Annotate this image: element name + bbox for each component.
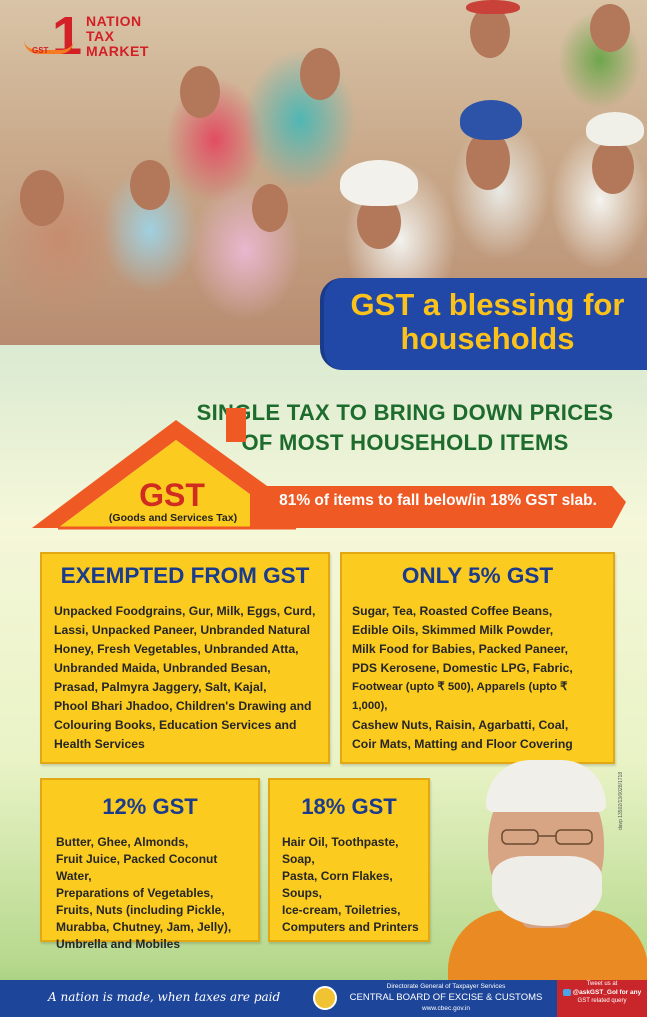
blessing-banner: GST a blessing for households: [320, 278, 647, 370]
headline: SINGLE TAX TO BRING DOWN PRICES OF MOST …: [170, 398, 640, 458]
twelve-percent-line: Butter, Ghee, Almonds,: [56, 835, 189, 849]
nation-tax-market-logo: 1 GST NATION TAX MARKET: [24, 6, 174, 66]
tweet-purpose: GST related query: [577, 998, 627, 1004]
twelve-percent-line: Preparations of Vegetables,: [56, 886, 214, 900]
exempted-box: EXEMPTED FROM GST Unpacked Foodgrains, G…: [40, 552, 330, 764]
person-face: [466, 130, 510, 190]
exempted-line: Colouring Books, Education Services and: [54, 718, 297, 732]
exempted-line: Health Services: [54, 737, 145, 751]
logo-line-nation: NATION: [86, 13, 142, 29]
dept-website-link[interactable]: www.cbec.gov.in: [422, 1005, 470, 1012]
house-roof-graphic: [32, 408, 626, 530]
eighteen-percent-title: 18% GST: [301, 794, 397, 819]
portrait-beard: [492, 856, 602, 926]
eighteen-percent-box: 18% GST Hair Oil, Toothpaste, Soap, Past…: [268, 778, 430, 942]
slab-statement: 81% of items to fall below/in 18% GST sl…: [279, 492, 597, 509]
headline-line-2: OF MOST HOUSEHOLD ITEMS: [241, 430, 569, 455]
white-cap: [586, 112, 644, 146]
footer-tagline: A nation is made, when taxes are paid: [48, 990, 281, 1004]
five-percent-line: Coir Mats, Matting and Floor Covering: [352, 737, 573, 751]
person-face: [180, 66, 220, 118]
five-percent-title: ONLY 5% GST: [401, 563, 554, 588]
logo-numeral: 1: [52, 6, 83, 66]
cbec-emblem-icon: [313, 986, 337, 1010]
headline-line-1: SINGLE TAX TO BRING DOWN PRICES: [196, 400, 614, 425]
chimney: [226, 408, 246, 442]
tweet-intro: Tweet us at: [586, 981, 618, 987]
five-percent-line: Sugar, Tea, Roasted Coffee Beans,: [352, 604, 553, 618]
white-turban: [340, 160, 418, 206]
banner-line-2: households: [400, 321, 575, 356]
exempted-line: Unbranded Maida, Unbranded Besan,: [54, 661, 271, 675]
eighteen-percent-line: Computers and Printers: [282, 920, 419, 934]
twelve-percent-items: Butter, Ghee, Almonds, Fruit Juice, Pack…: [56, 834, 248, 953]
red-turban: [466, 0, 520, 14]
exempted-items: Unpacked Foodgrains, Gur, Milk, Eggs, Cu…: [54, 602, 316, 754]
exempted-line: Unpacked Foodgrains, Gur, Milk, Eggs, Cu…: [54, 604, 316, 618]
twelve-percent-box: 12% GST Butter, Ghee, Almonds, Fruit Jui…: [40, 778, 260, 951]
eighteen-percent-line: Pasta, Corn Flakes, Soups,: [282, 869, 393, 900]
dept-name: CENTRAL BOARD OF EXCISE & CUSTOMS: [349, 992, 543, 1003]
logo-line-market: MARKET: [86, 43, 149, 59]
blessing-banner-text: GST a blessing for households: [324, 288, 647, 356]
five-percent-line: PDS Kerosene, Domestic LPG, Fabric,: [352, 661, 573, 675]
five-percent-line: Footwear (upto ₹ 500), Apparels (upto ₹ …: [352, 681, 568, 712]
eighteen-percent-line: Ice-cream, Toiletries,: [282, 903, 401, 917]
portrait-hair: [486, 760, 606, 812]
tweet-handle-text: @askGST_GoI for any: [572, 989, 642, 996]
person-face: [590, 4, 630, 52]
person-face: [300, 48, 340, 100]
five-percent-box: ONLY 5% GST Sugar, Tea, Roasted Coffee B…: [340, 552, 615, 764]
roof-gable: [58, 440, 296, 528]
house-gst-label: GST: [139, 477, 205, 513]
logo-gst-label: GST: [32, 46, 49, 55]
twelve-percent-line: Fruit Juice, Packed Coconut Water,: [56, 852, 218, 883]
exempted-line: Phool Bhari Jhadoo, Children's Drawing a…: [54, 699, 312, 713]
tweet-handle-link[interactable]: @askGST_GoI for any: [557, 988, 647, 997]
roof-strip: [250, 486, 626, 528]
exempted-title: EXEMPTED FROM GST: [60, 563, 310, 588]
five-percent-line: Milk Food for Babies, Packed Paneer,: [352, 642, 569, 656]
blue-turban: [460, 100, 522, 140]
tweet-box: Tweet us at @askGST_GoI for any GST rela…: [557, 980, 647, 1017]
exempted-line: Prasad, Palmyra Jaggery, Salt, Kajal,: [54, 680, 267, 694]
twelve-percent-title: 12% GST: [102, 794, 198, 819]
leader-portrait: [440, 760, 647, 980]
five-percent-line: Edible Oils, Skimmed Milk Powder,: [352, 623, 554, 637]
logo-line-tax: TAX: [86, 28, 115, 44]
banner-line-1: GST a blessing for: [350, 287, 625, 322]
exempted-line: Honey, Fresh Vegetables, Unbranded Atta,: [54, 642, 299, 656]
eighteen-percent-line: Hair Oil, Toothpaste, Soap,: [282, 835, 399, 866]
footer-department: Directorate General of Taxpayer Services…: [340, 982, 552, 1013]
person-face: [252, 184, 288, 232]
twelve-percent-line: Murabba, Chutney, Jam, Jelly),: [56, 920, 232, 934]
person-face: [470, 6, 510, 58]
twelve-percent-line: Umbrella and Mobiles: [56, 937, 181, 951]
person-face: [130, 160, 170, 210]
person-face: [20, 170, 64, 226]
exempted-line: Lassi, Unpacked Paneer, Unbranded Natura…: [54, 623, 311, 637]
logo-wordmark: NATION TAX MARKET: [86, 14, 149, 59]
twitter-icon: [562, 988, 571, 996]
person-face: [592, 140, 634, 194]
five-percent-items: Sugar, Tea, Roasted Coffee Beans, Edible…: [352, 602, 603, 754]
eighteen-percent-items: Hair Oil, Toothpaste, Soap, Pasta, Corn …: [282, 834, 420, 936]
house-gst-full-name: (Goods and Services Tax): [108, 512, 238, 524]
five-percent-line: Cashew Nuts, Raisin, Agarbatti, Coal,: [352, 718, 569, 732]
dept-directorate: Directorate General of Taxpayer Services: [386, 983, 506, 990]
portrait-glasses: [501, 829, 593, 845]
twelve-percent-line: Fruits, Nuts (including Pickle,: [56, 903, 225, 917]
logo-swoosh-icon: [24, 40, 74, 54]
